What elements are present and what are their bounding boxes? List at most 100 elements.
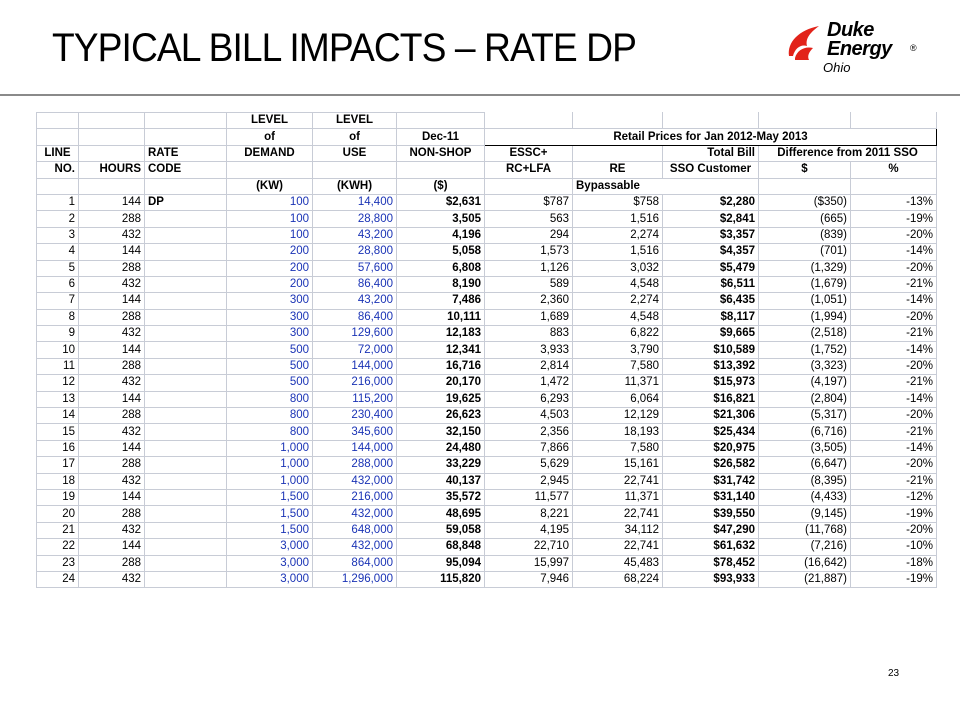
header-dec: Dec-11 (396, 128, 485, 146)
cell-pct: -20% (850, 226, 937, 245)
cell-code (144, 308, 227, 327)
logo-word-energy: Energy (827, 38, 892, 60)
logo-subtitle: Ohio (823, 60, 851, 75)
cell-total: $3,357 (662, 226, 759, 245)
cell-pct: -20% (850, 456, 937, 474)
cell-kwh: 28,800 (312, 210, 397, 228)
cell-kwh: 72,000 (312, 341, 397, 359)
cell-kw: 1,500 (226, 488, 313, 507)
cell-no: 8 (36, 308, 79, 327)
cell-essc: 3,933 (484, 341, 573, 359)
cell-diff: (1,329) (758, 259, 851, 277)
cell-re: 22,741 (572, 505, 663, 523)
cell-kwh: 230,400 (312, 407, 397, 425)
cell-essc: 6,293 (484, 390, 573, 409)
header-rate: RATE (144, 144, 227, 163)
cell-total: $9,665 (662, 325, 759, 343)
cell-hours: 432 (78, 423, 145, 441)
cell-kw: 200 (226, 243, 313, 261)
cell-kwh: 115,200 (312, 390, 397, 409)
header-dollar-unit: ($) (396, 177, 485, 195)
cell-kw: 1,000 (226, 472, 313, 490)
cell-re: 68,224 (572, 570, 663, 589)
table-row: 20 288 1,500 432,000 48,695 8,221 22,741 $39,55… (36, 505, 937, 523)
cell-nonshop: 6,808 (396, 259, 485, 277)
cell-kwh: 144,000 (312, 357, 397, 376)
cell-diff: (2,518) (758, 325, 851, 343)
cell-essc: 2,360 (484, 292, 573, 310)
cell-pct: -14% (850, 390, 937, 409)
cell-diff: (11,768) (758, 521, 851, 540)
cell-no: 9 (36, 325, 79, 343)
header-rc-lfa: RC+LFA (484, 161, 573, 179)
cell-nonshop: 68,848 (396, 538, 485, 556)
cell-re: 7,580 (572, 439, 663, 458)
cell-kw: 300 (226, 325, 313, 343)
cell-nonshop: 59,058 (396, 521, 485, 540)
bill-impact-sheet: LEVEL LEVEL of of Dec-11 Retail Prices f… (36, 111, 937, 589)
table-row: 22 144 3,000 432,000 68,848 22,710 22,741 $61,6… (36, 538, 937, 556)
header-level-demand: LEVEL (226, 111, 313, 130)
header-of-demand: of (226, 128, 313, 146)
cell-kw: 300 (226, 292, 313, 310)
cell-total: $26,582 (662, 456, 759, 474)
cell-nonshop: $2,631 (396, 193, 485, 212)
cell-essc: 883 (484, 325, 573, 343)
cell-kw: 3,000 (226, 538, 313, 556)
cell-kwh: 1,296,000 (312, 570, 397, 589)
cell-pct: -14% (850, 341, 937, 359)
cell-diff: (1,752) (758, 341, 851, 359)
cell-total: $10,589 (662, 341, 759, 359)
header-row-5: (KW) (KWH) ($) Bypassable (36, 177, 937, 195)
cell-total: $16,821 (662, 390, 759, 409)
header-percent: % (850, 161, 937, 179)
cell-hours: 432 (78, 325, 145, 343)
header-total-bill: Total Bill (662, 144, 759, 163)
cell-hours: 288 (78, 210, 145, 228)
cell-re: 7,580 (572, 357, 663, 376)
cell-kw: 200 (226, 275, 313, 294)
cell-re: 45,483 (572, 554, 663, 572)
cell-re: 22,741 (572, 538, 663, 556)
cell-hours: 432 (78, 226, 145, 245)
duke-energy-logo: Duke Energy ® Ohio (783, 18, 923, 78)
cell-no: 5 (36, 259, 79, 277)
cell-diff: (6,647) (758, 456, 851, 474)
cell-re: 3,790 (572, 341, 663, 359)
cell-essc: 22,710 (484, 538, 573, 556)
cell-diff: (7,216) (758, 538, 851, 556)
cell-total: $6,435 (662, 292, 759, 310)
cell-total: $5,479 (662, 259, 759, 277)
cell-hours: 288 (78, 308, 145, 327)
cell-total: $21,306 (662, 407, 759, 425)
cell-kwh: 144,000 (312, 439, 397, 458)
cell-code: DP (144, 193, 227, 212)
cell-kw: 200 (226, 259, 313, 277)
cell-kwh: 216,000 (312, 488, 397, 507)
cell-total: $4,357 (662, 243, 759, 261)
cell-no: 14 (36, 407, 79, 425)
header-re: RE (572, 161, 663, 179)
cell-essc: 5,629 (484, 456, 573, 474)
cell-hours: 144 (78, 439, 145, 458)
cell-hours: 288 (78, 554, 145, 572)
cell-hours: 432 (78, 521, 145, 540)
cell-diff: (1,679) (758, 275, 851, 294)
page-number: 23 (888, 668, 900, 679)
title-divider (0, 94, 960, 96)
cell-total: $15,973 (662, 374, 759, 392)
cell-code (144, 456, 227, 474)
cell-hours: 288 (78, 357, 145, 376)
cell-essc: 589 (484, 275, 573, 294)
cell-nonshop: 3,505 (396, 210, 485, 228)
header-retail-prices: Retail Prices for Jan 2012-May 2013 (484, 128, 937, 146)
cell-essc: 7,946 (484, 570, 573, 589)
header-no: NO. (36, 161, 79, 179)
cell-nonshop: 26,623 (396, 407, 485, 425)
cell-diff: (4,433) (758, 488, 851, 507)
cell-kw: 800 (226, 423, 313, 441)
cell-re: 2,274 (572, 226, 663, 245)
cell-hours: 288 (78, 407, 145, 425)
cell-kw: 1,000 (226, 439, 313, 458)
cell-nonshop: 19,625 (396, 390, 485, 409)
